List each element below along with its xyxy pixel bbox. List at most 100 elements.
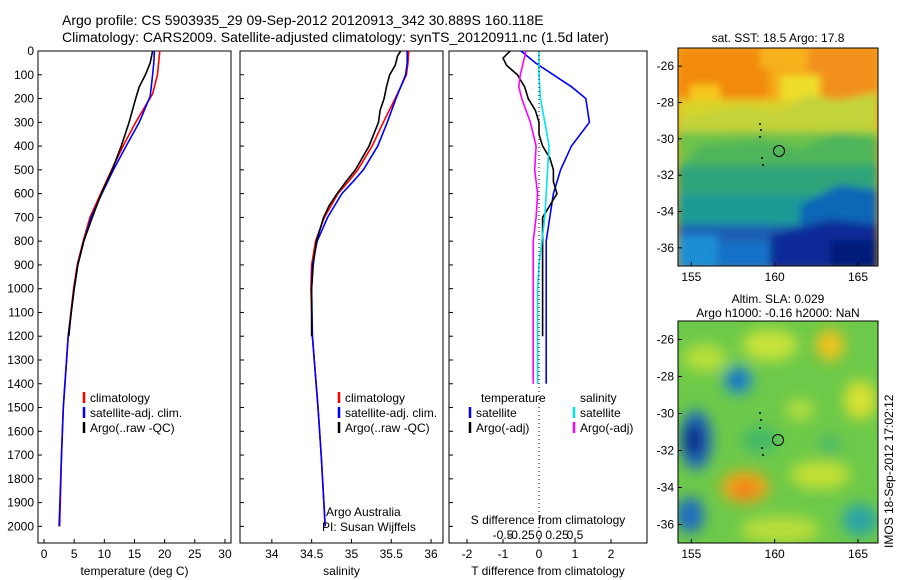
- map-y-tick-label: -28: [657, 96, 675, 110]
- x-tick-label: 10: [98, 547, 112, 561]
- x-tick-label: 0: [41, 547, 48, 561]
- y-tick-label: 900: [14, 258, 34, 272]
- s-tick-label: 0: [536, 528, 543, 542]
- profile-title: Argo profile: CS 5903935_29 09-Sep-2012 …: [62, 12, 544, 28]
- s-tick-label: -0.5: [493, 528, 514, 542]
- map-x-tick-label: 155: [681, 547, 701, 561]
- series-line-salinity-argo-adj-: [517, 50, 539, 384]
- credit-line: PI: Susan Wijffels: [322, 520, 416, 534]
- series-line-argo-raw-qc-: [68, 50, 154, 337]
- series-line-salinity-satellite: [536, 51, 550, 384]
- map-x-tick-label: 155: [681, 270, 701, 284]
- x-tick-label: 25: [188, 547, 202, 561]
- s-tick-label: 0.25: [545, 528, 569, 542]
- map-title: sat. SST: 18.5 Argo: 17.8: [712, 31, 845, 45]
- x-tick-label: 34: [265, 547, 279, 561]
- x-tick-label: 5: [71, 547, 78, 561]
- legend-header: salinity: [580, 391, 617, 405]
- y-tick-label: 800: [14, 234, 34, 248]
- x-tick-label: 30: [218, 547, 232, 561]
- map-y-tick-label: -26: [657, 333, 675, 347]
- y-tick-label: 1400: [7, 377, 34, 391]
- legend-label: Argo(..raw -QC): [90, 421, 175, 435]
- y-tick-label: 400: [14, 139, 34, 153]
- y-tick-label: 1000: [7, 282, 34, 296]
- y-tick-label: 300: [14, 115, 34, 129]
- map-y-tick-label: -34: [657, 481, 675, 495]
- sst-map: [678, 48, 878, 266]
- series-line-argo-raw-qc-: [310, 50, 402, 337]
- y-tick-label: 1200: [7, 329, 34, 343]
- y-tick-label: 1700: [7, 448, 34, 462]
- legend-label: Argo(..raw -QC): [345, 421, 430, 435]
- y-tick-label: 100: [14, 68, 34, 82]
- s-tick-label: -0.25: [507, 528, 535, 542]
- argo-position-marker: [773, 145, 785, 157]
- y-tick-label: 1800: [7, 472, 34, 486]
- climatology-title: Climatology: CARS2009. Satellite-adjuste…: [62, 29, 609, 45]
- map-y-tick-label: -34: [657, 205, 675, 219]
- map-y-tick-label: -36: [657, 518, 675, 532]
- x-tick-label: 34.5: [300, 547, 324, 561]
- map-y-tick-label: -32: [657, 444, 675, 458]
- credit-line: Argo Australia: [326, 505, 401, 519]
- legend-header: temperature: [481, 391, 546, 405]
- map-x-tick-label: 160: [765, 270, 785, 284]
- sla-map: [678, 321, 878, 543]
- map-y-tick-label: -26: [657, 59, 675, 73]
- x-tick-label: 36: [424, 547, 438, 561]
- difference-profile-chart-frame: [448, 50, 648, 544]
- y-tick-label: 1600: [7, 424, 34, 438]
- map-y-tick-label: -30: [657, 407, 675, 421]
- s-tick-label: 0.5: [567, 528, 584, 542]
- x-axis-label: T difference from climatology: [471, 564, 625, 578]
- legend-label: satellite-adj. clim.: [345, 406, 437, 420]
- map-x-tick-label: 165: [848, 547, 868, 561]
- y-tick-label: 2000: [7, 519, 34, 533]
- x-tick-label: 2: [608, 547, 615, 561]
- map-y-tick-label: -28: [657, 370, 675, 384]
- y-tick-label: 0: [27, 44, 34, 58]
- legend-label: climatology: [90, 391, 150, 405]
- map-y-tick-label: -30: [657, 132, 675, 146]
- y-tick-label: 200: [14, 92, 34, 106]
- x-axis-label: temperature (deg C): [80, 564, 188, 578]
- x-tick-label: 0: [536, 547, 543, 561]
- y-tick-label: 1900: [7, 496, 34, 510]
- map-y-tick-label: -32: [657, 168, 675, 182]
- x-tick-label: 35: [345, 547, 359, 561]
- x-tick-label: -1: [498, 547, 509, 561]
- x-tick-label: 15: [128, 547, 142, 561]
- legend-label: Argo(-adj): [476, 421, 529, 435]
- legend-label: climatology: [345, 391, 405, 405]
- series-line-temperature-satellite: [520, 50, 591, 384]
- legend-label: Argo(-adj): [580, 421, 633, 435]
- series-line-temperature-argo-adj-: [502, 50, 558, 337]
- x-tick-label: 1: [572, 547, 579, 561]
- side-timestamp: IMOS 18-Sep-2012 17:02:12: [882, 394, 896, 548]
- x-tick-label: -2: [462, 547, 473, 561]
- x-tick-label: 20: [158, 547, 172, 561]
- legend-label: satellite: [580, 406, 621, 420]
- map-x-tick-label: 160: [765, 547, 785, 561]
- y-tick-label: 1500: [7, 401, 34, 415]
- x-tick-label: 35.5: [380, 547, 404, 561]
- y-tick-label: 1300: [7, 353, 34, 367]
- top-axis-label: S difference from climatology: [471, 513, 626, 527]
- y-tick-label: 600: [14, 187, 34, 201]
- series-line-climatology: [310, 50, 410, 527]
- salinity-profile-chart-frame: [239, 50, 444, 544]
- map-title: Altim. SLA: 0.029: [732, 292, 825, 306]
- map-title: Argo h1000: -0.16 h2000: NaN: [696, 306, 859, 320]
- legend-label: satellite: [476, 406, 517, 420]
- sst-map-frame: [677, 47, 879, 267]
- argo-position-marker: [772, 434, 784, 446]
- y-tick-label: 700: [14, 210, 34, 224]
- map-x-tick-label: 165: [848, 270, 868, 284]
- sla-map-frame: [677, 320, 879, 544]
- x-axis-label: salinity: [323, 564, 360, 578]
- series-line-satellite-adj-clim-: [310, 51, 409, 527]
- y-tick-label: 500: [14, 163, 34, 177]
- legend-label: satellite-adj. clim.: [90, 406, 182, 420]
